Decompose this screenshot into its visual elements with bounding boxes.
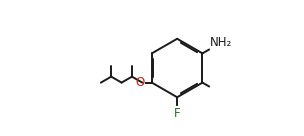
Text: O: O <box>135 76 144 89</box>
Text: F: F <box>174 107 181 120</box>
Text: NH₂: NH₂ <box>210 36 232 49</box>
